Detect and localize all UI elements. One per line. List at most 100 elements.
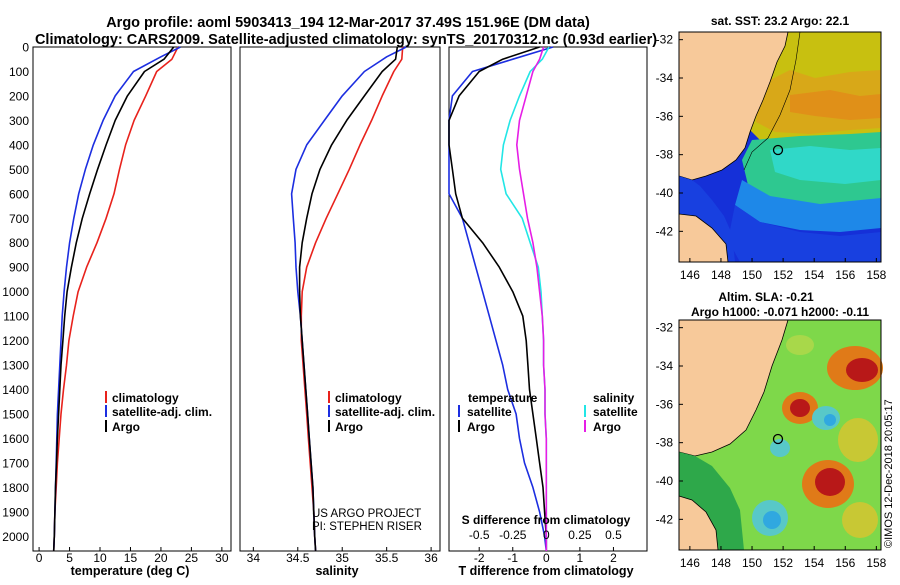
depth-tick-label: 2000 — [2, 530, 29, 544]
s-tick-label: 0.5 — [605, 528, 622, 542]
map-lon-label: 146 — [680, 556, 700, 570]
x-tick-label: 35.5 — [375, 551, 399, 565]
s-tick-label: 0 — [543, 528, 550, 542]
map-lat-label: -32 — [656, 33, 674, 47]
t-difference-xlabel: T difference from climatology — [458, 564, 633, 578]
legend-label-t-argo: Argo — [467, 420, 495, 434]
depth-tick-label: 1600 — [2, 432, 29, 446]
depth-tick-label: 1800 — [2, 481, 29, 495]
x-tick-label: 0 — [543, 551, 550, 565]
sst-map: sat. SST: 23.2 Argo: 22.1 146 148 150 152 15… — [656, 14, 887, 282]
legend-label-argo: Argo — [335, 420, 363, 434]
legend-label-satellite: satellite-adj. clim. — [335, 405, 435, 419]
legend-label-t-satellite: satellite — [467, 405, 512, 419]
sst-map-axes: 146 148 150 152 154 156 158 -32 -34 -36 -38 -40 -42 — [656, 33, 887, 282]
x-tick-label: 34.5 — [286, 551, 310, 565]
map-lat-label: -36 — [656, 109, 674, 123]
legend-label-s-argo: Argo — [593, 420, 621, 434]
legend-title-temperature: temperature — [468, 391, 538, 405]
depth-tick-label: 0 — [22, 41, 29, 55]
x-tick-label: 30 — [215, 551, 229, 565]
map-lon-label: 146 — [680, 268, 700, 282]
depth-tick-label: 400 — [9, 138, 29, 152]
s-tick-label: -0.25 — [499, 528, 527, 542]
x-tick-label: 1 — [577, 551, 584, 565]
depth-tick-label: 200 — [9, 89, 29, 103]
salinity-series — [290, 46, 407, 552]
sst-land — [678, 31, 789, 181]
depth-tick-label: 900 — [9, 261, 29, 275]
legend-label-satellite: satellite-adj. clim. — [112, 405, 212, 419]
x-tick-label: 2 — [610, 551, 617, 565]
s-difference-axis: -0.5 -0.25 0 0.25 0.5 — [469, 528, 622, 542]
credit-text: ©IMOS 12-Dec-2018 20:05:17 — [883, 399, 895, 548]
legend-label-argo: Argo — [112, 420, 140, 434]
series-line-argo — [298, 46, 399, 552]
pi-note: PI: STEPHEN RISER — [312, 521, 422, 533]
x-tick-label: 20 — [154, 551, 168, 565]
sla-map-axes: 146 148 150 152 154 156 158 -32 -34 -36 -38 -40 -42 — [656, 321, 887, 570]
map-lat-label: -40 — [656, 474, 674, 488]
temperature-legend: climatology satellite-adj. clim. Argo — [105, 391, 212, 434]
map-lon-label: 150 — [742, 556, 762, 570]
map-lon-label: 150 — [742, 268, 762, 282]
series-line-climatology — [52, 46, 179, 552]
header-line1: Argo profile: aoml 5903413_194 12-Mar-20… — [106, 15, 590, 31]
salinity-plot-frame — [239, 46, 441, 552]
x-tick-label: -1 — [507, 551, 518, 565]
sst-bathymetry-contour — [743, 31, 801, 171]
project-note: US ARGO PROJECT — [312, 508, 421, 520]
depth-tick-label: 1500 — [2, 407, 29, 421]
sla-float-marker — [772, 433, 784, 445]
temperature-plot-frame — [32, 46, 232, 552]
depth-tick-label: 600 — [9, 187, 29, 201]
legend-label-climatology: climatology — [335, 391, 402, 405]
sst-map-frame — [678, 31, 882, 263]
map-lon-label: 154 — [804, 556, 824, 570]
sla-map-frame — [678, 319, 882, 551]
s-tick-label: -0.5 — [469, 528, 490, 542]
salinity-xlabel: salinity — [315, 564, 358, 578]
depth-tick-label: 1400 — [2, 383, 29, 397]
temperature-xlabel: temperature (deg C) — [71, 564, 190, 578]
depth-tick-label: 1900 — [2, 505, 29, 519]
x-tick-label: -2 — [474, 551, 485, 565]
sla-map-title1: Altim. SLA: -0.21 — [718, 290, 814, 304]
map-lon-label: 154 — [804, 268, 824, 282]
series-line-climatology — [300, 46, 404, 552]
depth-tick-label: 100 — [9, 65, 29, 79]
map-lon-label: 148 — [711, 556, 731, 570]
series-line-argo — [448, 46, 548, 551]
depth-tick-label: 1000 — [2, 285, 29, 299]
salinity-legend: climatology satellite-adj. clim. Argo — [328, 391, 435, 434]
depth-tick-label: 500 — [9, 163, 29, 177]
depth-tick-label: 700 — [9, 212, 29, 226]
map-lat-label: -34 — [656, 359, 674, 373]
map-lat-label: -40 — [656, 186, 674, 200]
map-lat-label: -42 — [656, 224, 674, 238]
header-line2: Climatology: CARS2009. Satellite-adjuste… — [35, 32, 657, 48]
x-tick-label: 0 — [36, 551, 43, 565]
map-lon-label: 158 — [866, 268, 886, 282]
sla-map: Altim. SLA: -0.21 Argo h1000: -0.071 h20… — [656, 290, 887, 570]
depth-tick-label: 1300 — [2, 359, 29, 373]
legend-label-s-satellite: satellite — [593, 405, 638, 419]
map-lat-label: -34 — [656, 71, 674, 85]
depth-tick-label: 1200 — [2, 334, 29, 348]
temperature-x-axis: 0 5 10 15 20 25 30 — [36, 547, 229, 565]
temperature-panel: 0 5 10 15 20 25 30 temperature (deg C) climato… — [32, 46, 232, 578]
x-tick-label: 5 — [66, 551, 73, 565]
difference-plot-frame — [448, 46, 648, 552]
temperature-series — [52, 46, 181, 552]
depth-tick-label: 1700 — [2, 456, 29, 470]
series-line-argo — [515, 46, 548, 551]
series-line-argo — [52, 46, 175, 552]
x-tick-label: 15 — [124, 551, 138, 565]
depth-tick-label: 300 — [9, 114, 29, 128]
map-lon-label: 156 — [835, 556, 855, 570]
difference-legend: temperature satellite Argo salinity sate… — [458, 391, 638, 434]
map-lat-label: -38 — [656, 148, 674, 162]
map-lon-label: 156 — [835, 268, 855, 282]
